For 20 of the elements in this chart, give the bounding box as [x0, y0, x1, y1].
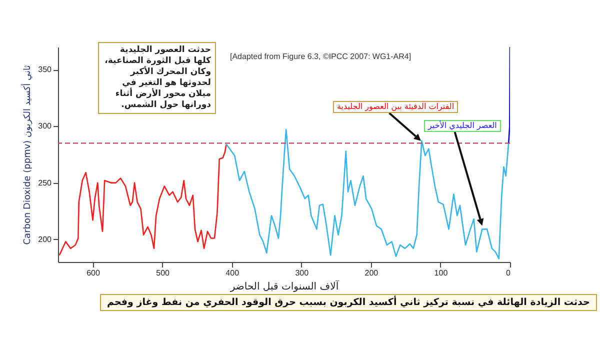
x-tick-label: 300: [295, 268, 310, 278]
y-axis-title: Carbon Dioxide (ppmv) ثاني أكسيد الكربون: [21, 64, 34, 245]
x-tick-label: 600: [86, 268, 100, 278]
x-axis-title: آلاف السنوات قبل الحاضر: [229, 280, 340, 292]
annotation: [Adapted from Figure 6.3, ©IPCC 2007: WG1-AR4]: [230, 52, 412, 61]
y-tick-label: 200: [38, 234, 52, 244]
y-tick-label: 350: [38, 65, 52, 74]
y-tick-label: 250: [38, 178, 52, 188]
x-tick-label: 400: [226, 268, 240, 278]
line-series: [58, 144, 227, 256]
x-tick-label: 0: [506, 268, 512, 278]
text: حدثت الزيادة الهائلة في نسبة تركيز ثاني أكسيد الكربون بسبب حرق الوقود الحفري من نفط وغاز وفحم: [100, 294, 597, 311]
y-tick-label: 300: [38, 122, 52, 131]
annotation: الفترات الدفيئة بين العصور الجليدية: [333, 101, 458, 113]
annotation: حدثت العصور الجليدية كلها قبل الثورة الصناعية، وكان المحرك الأكبر لحدوثها هو التغير في ميلان محور الأرض أثناء دورانها حول الشمس.: [98, 42, 216, 114]
x-tick-label: 500: [156, 268, 170, 278]
line-series: [226, 128, 510, 260]
x-tick-label: 100: [434, 268, 448, 278]
x-tick-label: 200: [364, 268, 379, 278]
annotation: العصر الجليدي الأخير: [424, 120, 501, 132]
